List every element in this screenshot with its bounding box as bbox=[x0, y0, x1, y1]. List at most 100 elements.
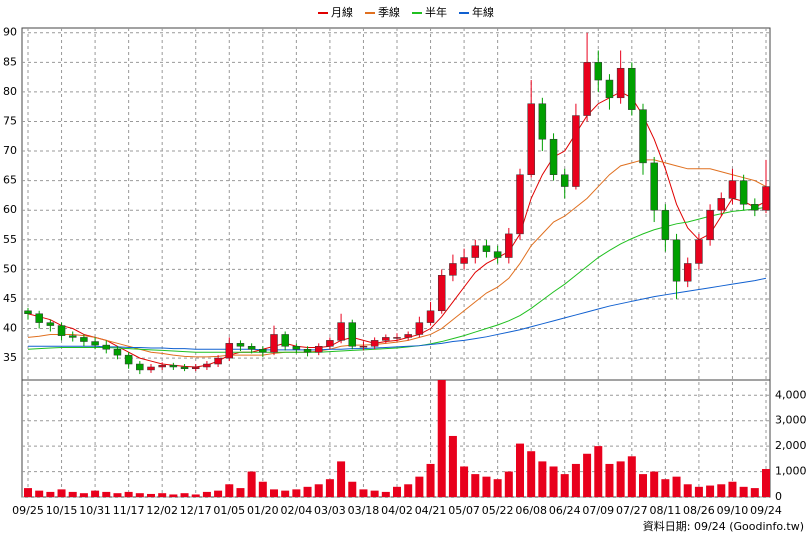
volume-bar bbox=[404, 484, 413, 497]
candle-body bbox=[57, 325, 66, 336]
x-tick-label: 03/03 bbox=[314, 504, 346, 517]
candle-body bbox=[169, 364, 178, 368]
volume-bar bbox=[560, 474, 569, 497]
volume-bar bbox=[728, 481, 737, 497]
volume-bar bbox=[616, 461, 625, 497]
volume-bar bbox=[169, 494, 178, 497]
volume-bar bbox=[124, 491, 133, 497]
candle-body bbox=[717, 198, 726, 211]
candle-body bbox=[628, 67, 636, 110]
candle-body bbox=[35, 313, 43, 323]
volume-bar bbox=[683, 484, 692, 497]
y-tick-label: 60 bbox=[3, 203, 17, 216]
volume-bar bbox=[393, 486, 401, 497]
volume-bar bbox=[135, 493, 144, 497]
volume-bar bbox=[24, 488, 32, 497]
candle-body bbox=[460, 257, 468, 264]
volume-bar bbox=[270, 489, 278, 497]
x-tick-label: 03/18 bbox=[348, 504, 380, 517]
volume-tick-label: 3,000 bbox=[775, 414, 807, 427]
ma-line bbox=[28, 277, 767, 351]
candle-body bbox=[516, 174, 524, 235]
candle-body bbox=[605, 79, 614, 99]
candle-body bbox=[393, 337, 401, 339]
candle-body bbox=[695, 239, 703, 264]
y-tick-label: 90 bbox=[3, 26, 17, 39]
volume-bar bbox=[91, 490, 100, 497]
candle-body bbox=[762, 186, 770, 211]
candle-body bbox=[560, 174, 569, 187]
candle-body bbox=[292, 346, 301, 350]
x-tick-label: 01/20 bbox=[247, 504, 279, 517]
volume-bar bbox=[717, 484, 726, 497]
volume-bar bbox=[661, 479, 670, 497]
volume-tick-label: 2,000 bbox=[775, 439, 807, 452]
candle-body bbox=[382, 337, 390, 341]
y-tick-label: 40 bbox=[3, 322, 17, 335]
candle-body bbox=[281, 334, 289, 347]
volume-bar bbox=[46, 491, 55, 497]
volume-bar bbox=[639, 474, 647, 497]
volume-bar bbox=[236, 488, 245, 497]
y-tick-label: 85 bbox=[3, 55, 17, 68]
candle-body bbox=[337, 322, 345, 341]
volume-bar bbox=[35, 490, 44, 497]
x-tick-label: 02/04 bbox=[281, 504, 313, 517]
candle-body bbox=[449, 263, 457, 276]
x-tick-label: 05/07 bbox=[448, 504, 480, 517]
legend-label: 季線 bbox=[378, 5, 400, 19]
source-note: 資料日期: 09/24 (Goodinfo.tw) bbox=[643, 519, 804, 533]
x-tick-label: 09/24 bbox=[750, 504, 782, 517]
candle-body bbox=[46, 322, 55, 326]
y-tick-label: 80 bbox=[3, 85, 17, 98]
volume-bar bbox=[460, 466, 469, 497]
x-tick-label: 12/02 bbox=[146, 504, 178, 517]
candle-body bbox=[113, 348, 122, 356]
volume-bar bbox=[482, 476, 491, 497]
candle-body bbox=[303, 348, 312, 353]
candle-body bbox=[348, 322, 357, 347]
candle-body bbox=[326, 340, 334, 347]
candle-body bbox=[527, 103, 535, 175]
candle-body bbox=[191, 366, 200, 370]
volume-bar bbox=[605, 463, 614, 497]
candle-body bbox=[259, 348, 267, 353]
candle-body bbox=[102, 344, 111, 350]
y-tick-label: 65 bbox=[3, 174, 17, 187]
legend-label: 年線 bbox=[472, 5, 494, 19]
candle-body bbox=[270, 334, 278, 353]
candle-body bbox=[24, 310, 32, 314]
candle-body bbox=[493, 251, 502, 258]
volume-bar bbox=[102, 491, 111, 497]
candle-body bbox=[583, 62, 591, 116]
x-tick-label: 10/15 bbox=[46, 504, 78, 517]
volume-bar bbox=[381, 491, 390, 497]
volume-tick-label: 0 bbox=[775, 490, 782, 503]
volume-bar bbox=[571, 463, 580, 497]
volume-bar bbox=[158, 493, 167, 497]
candle-body bbox=[203, 363, 211, 368]
candle-body bbox=[147, 366, 155, 371]
candle-body bbox=[739, 180, 748, 205]
legend-label: 月線 bbox=[331, 5, 353, 19]
candle-body bbox=[136, 363, 144, 371]
candle-body bbox=[404, 334, 412, 338]
volume-bar bbox=[527, 451, 536, 497]
volume-bar bbox=[281, 490, 290, 497]
volume-tick-label: 4,000 bbox=[775, 388, 807, 401]
x-tick-label: 11/17 bbox=[113, 504, 145, 517]
y-tick-label: 55 bbox=[3, 233, 17, 246]
y-tick-label: 70 bbox=[3, 144, 17, 157]
candle-body bbox=[158, 364, 166, 368]
volume-bar bbox=[225, 484, 234, 497]
x-tick-label: 09/25 bbox=[12, 504, 44, 517]
candle-body bbox=[91, 341, 99, 346]
volume-bar bbox=[415, 476, 424, 497]
volume-bar bbox=[471, 474, 480, 497]
candle-body bbox=[683, 263, 692, 282]
candle-body bbox=[616, 67, 625, 99]
x-tick-label: 07/27 bbox=[616, 504, 648, 517]
volume-bar bbox=[750, 488, 759, 497]
candle-body bbox=[80, 337, 88, 342]
